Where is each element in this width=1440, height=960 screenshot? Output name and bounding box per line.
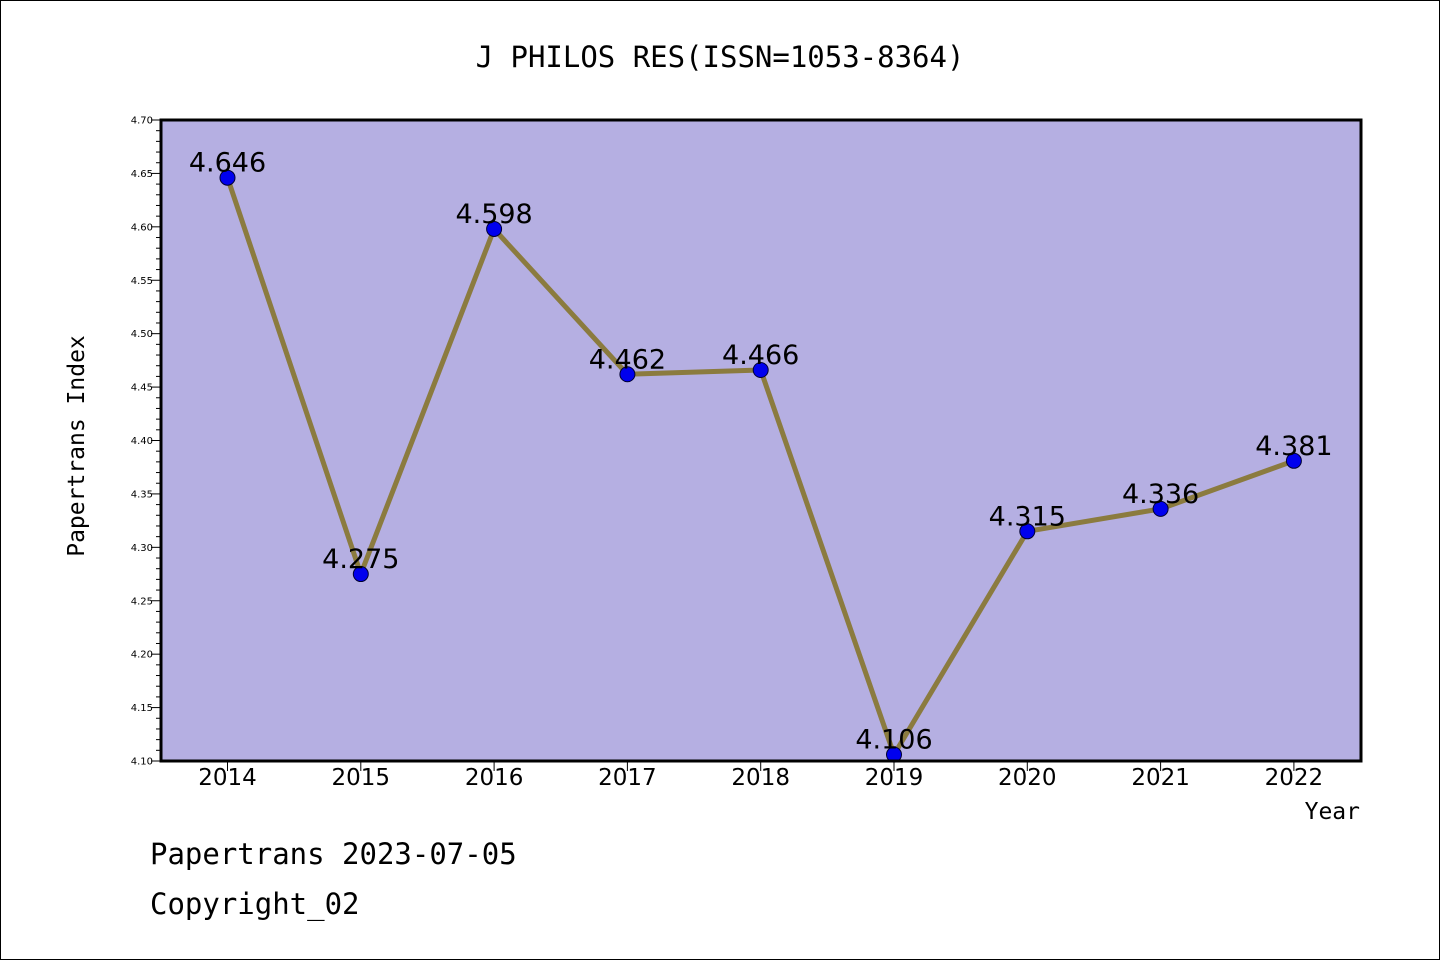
x-axis: 2014 2015 2016 2017 2018 2019 2020 2021 2022 [198, 761, 1323, 791]
data-label: 4.646 [189, 148, 266, 179]
x-tick-label: 2022 [1265, 765, 1324, 791]
chart-title: J PHILOS RES(ISSN=1053-8364) [476, 40, 965, 74]
y-tick-label: 4.60 [131, 222, 153, 233]
data-label: 4.106 [855, 725, 932, 756]
data-label: 4.462 [589, 344, 666, 375]
data-point [752, 361, 769, 378]
data-labels: 4.646 4.275 4.598 4.462 4.466 4.106 4.315 4.336… [189, 148, 1333, 756]
plot-area [161, 120, 1361, 761]
x-tick-label: 2019 [865, 765, 924, 791]
data-point [219, 169, 236, 186]
x-tick-label: 2014 [198, 765, 257, 791]
data-point [619, 366, 636, 383]
y-tick-label: 4.30 [131, 543, 153, 554]
x-tick-label: 2016 [465, 765, 524, 791]
x-tick-label: 2018 [731, 765, 790, 791]
y-tick-label: 4.50 [131, 329, 153, 340]
y-tick-label: 4.20 [131, 650, 153, 661]
y-tick-label: 4.15 [131, 703, 153, 714]
y-tick-label: 4.40 [131, 436, 153, 447]
footer-date: Papertrans 2023-07-05 [150, 837, 517, 871]
data-label: 4.381 [1255, 431, 1332, 462]
y-tick-label: 4.45 [131, 383, 153, 394]
data-point [1285, 452, 1302, 469]
x-tick-label: 2015 [332, 765, 391, 791]
x-axis-label: Year [1305, 799, 1360, 825]
y-tick-label: 4.55 [131, 276, 153, 287]
x-tick-label: 2021 [1131, 765, 1190, 791]
data-point [1152, 500, 1169, 517]
x-tick-label: 2020 [998, 765, 1057, 791]
data-label: 4.336 [1122, 479, 1199, 510]
x-tick-label: 2017 [598, 765, 657, 791]
footer-copyright: Copyright_02 [150, 887, 360, 922]
data-point [1019, 523, 1036, 540]
y-axis-label: Papertrans Index [64, 335, 90, 557]
data-points [219, 169, 1302, 763]
data-point [486, 220, 503, 237]
data-label: 4.466 [722, 340, 799, 371]
y-tick-label: 4.65 [131, 169, 153, 180]
data-label: 4.598 [455, 199, 532, 230]
y-tick-label: 4.70 [131, 116, 153, 127]
y-tick-label: 4.10 [131, 757, 153, 768]
y-tick-label: 4.25 [131, 596, 153, 607]
data-label: 4.275 [322, 544, 399, 575]
y-tick-label: 4.35 [131, 489, 153, 500]
data-point [352, 566, 369, 583]
plot-border [159, 118, 1363, 763]
data-label: 4.315 [989, 501, 1066, 532]
y-axis: 4.10 4.15 4.20 4.25 4.30 4.35 4.40 4.45 4.50 4.55… [131, 116, 161, 768]
